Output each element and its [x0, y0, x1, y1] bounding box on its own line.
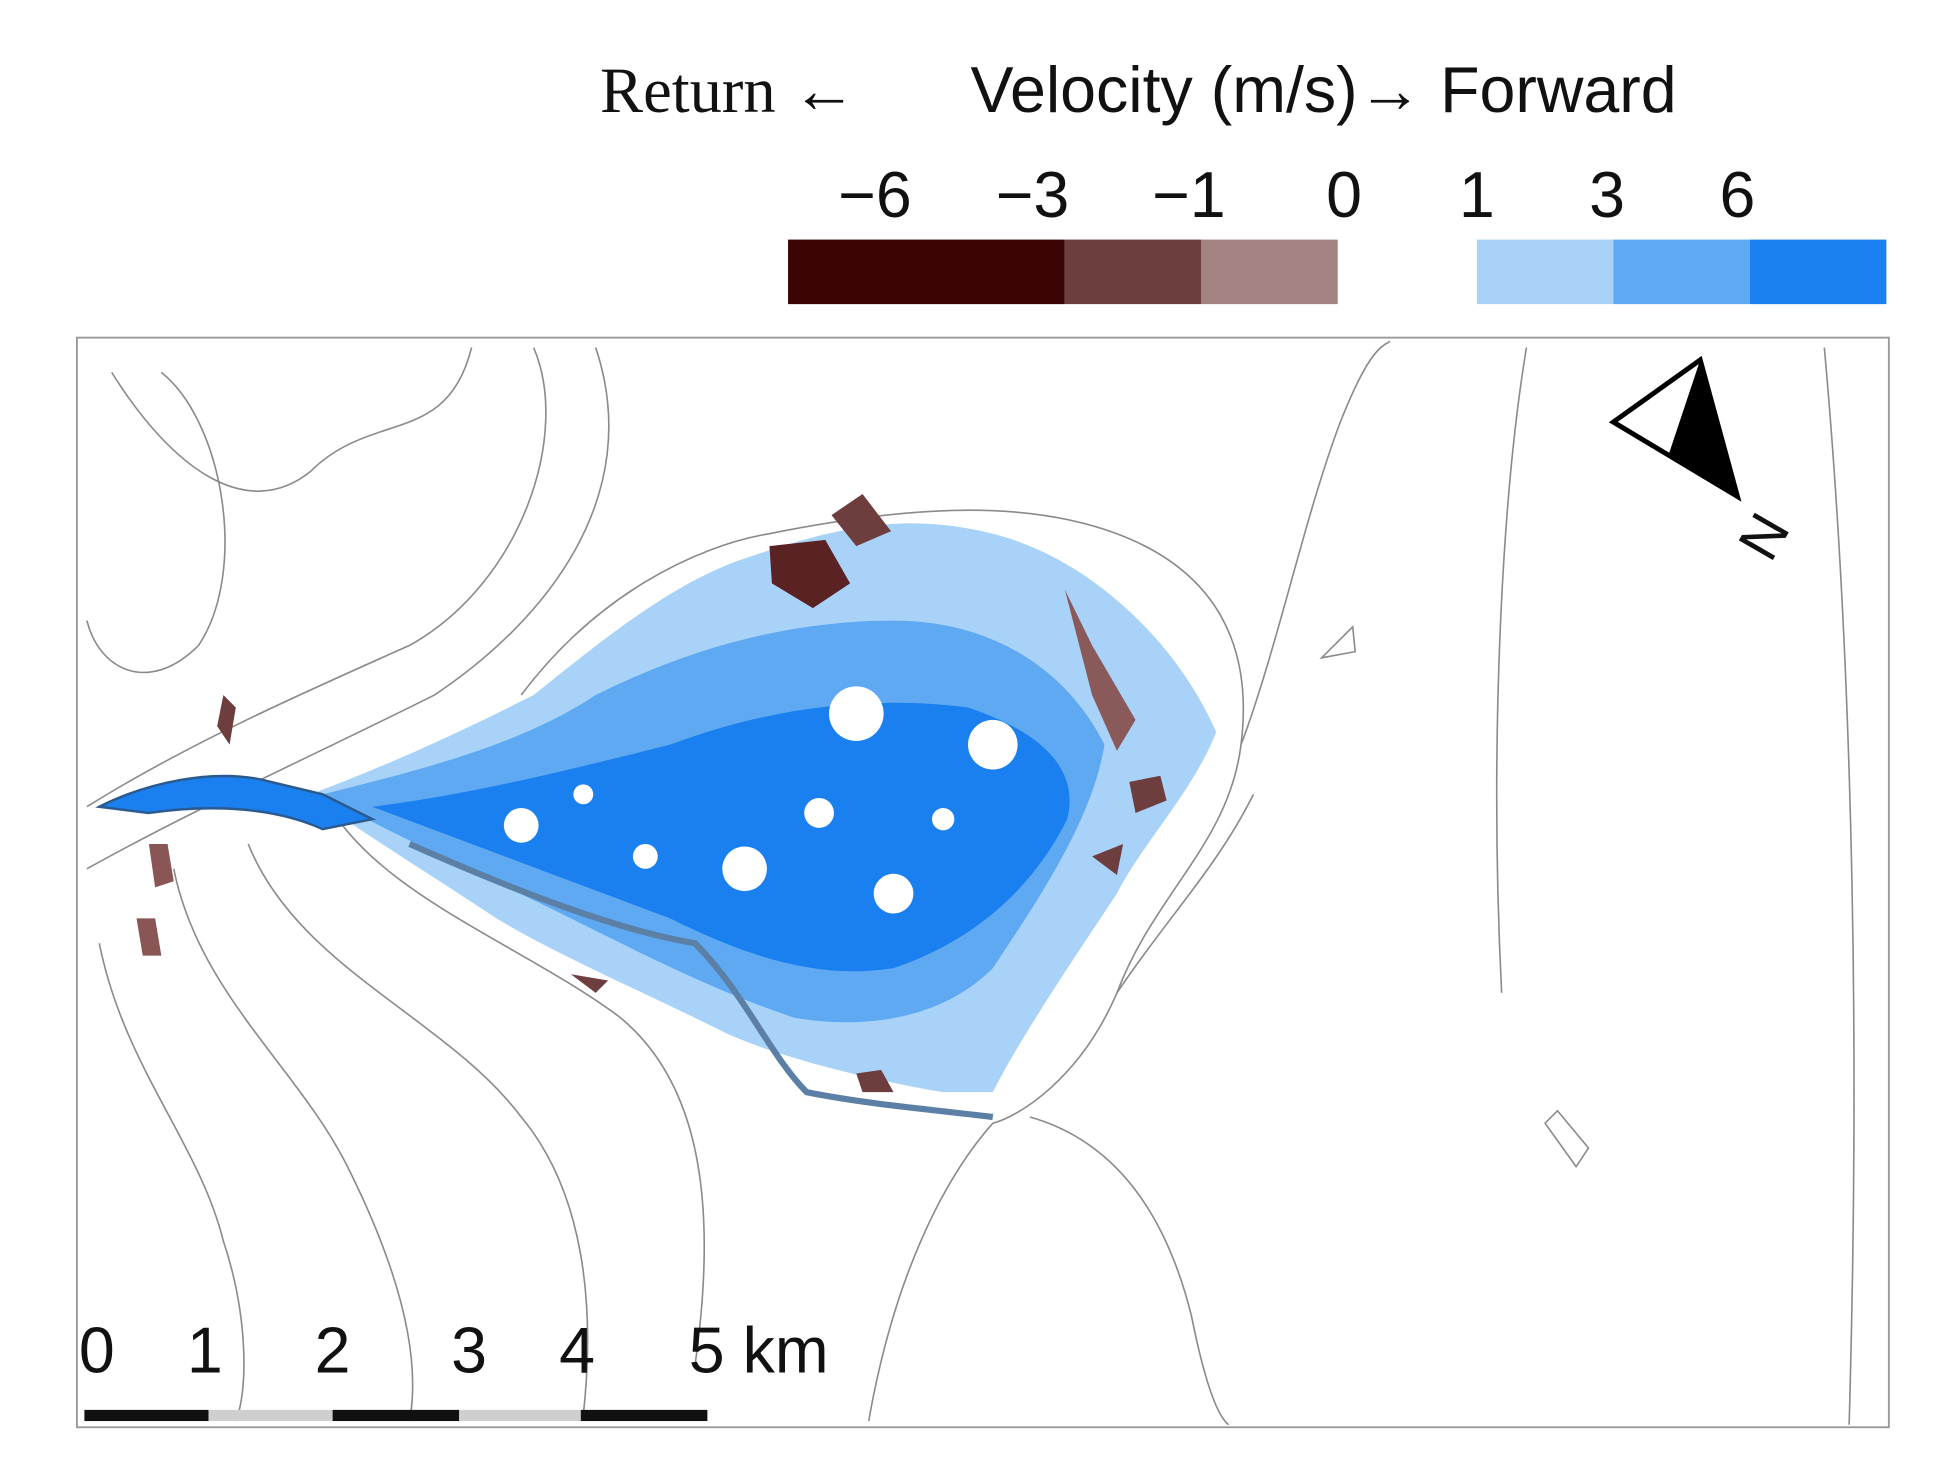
map-frame: [76, 336, 1890, 1429]
legend-tick-label: −3: [996, 159, 1070, 231]
legend-swatch: [1064, 239, 1202, 305]
legend-tick-label: −1: [1152, 159, 1226, 231]
contours: [86, 340, 1855, 1426]
legend-swatch: [1749, 239, 1887, 305]
scale-label: 1: [187, 1315, 223, 1387]
legend-swatch: [1337, 239, 1477, 305]
legend-tick-label: 0: [1326, 159, 1362, 231]
velocity-field: [95, 494, 1217, 1121]
scale-label: 0: [79, 1315, 115, 1387]
legend-title-right: Velocity (m/s)→ Forward: [970, 54, 1676, 126]
north-label: N: [1726, 503, 1802, 571]
scale-segment: [580, 1409, 708, 1422]
legend-swatch: [1613, 239, 1750, 305]
legend-tick-label: 1: [1459, 159, 1495, 231]
legend-swatch: [1201, 239, 1338, 305]
legend-title-left: Return ←: [600, 54, 856, 126]
scale-label: 3: [451, 1315, 487, 1387]
legend-tick-label: 3: [1589, 159, 1625, 231]
scale-label: 2: [315, 1315, 351, 1387]
scale-segment: [459, 1409, 581, 1422]
north-arrow: N: [1608, 355, 1802, 571]
scale-label: 4: [559, 1315, 595, 1387]
scale-label: 5 km: [689, 1315, 829, 1387]
legend-tick-label: −6: [838, 159, 912, 231]
scale-segment: [84, 1409, 209, 1422]
legend-swatch: [788, 239, 1065, 305]
legend: −6 −3 −1 0 1 3 6: [788, 159, 1887, 305]
legend-tick-label: 6: [1719, 159, 1755, 231]
legend-swatch: [1476, 239, 1614, 305]
scale-segment: [208, 1409, 333, 1422]
scale-segment: [332, 1409, 460, 1422]
